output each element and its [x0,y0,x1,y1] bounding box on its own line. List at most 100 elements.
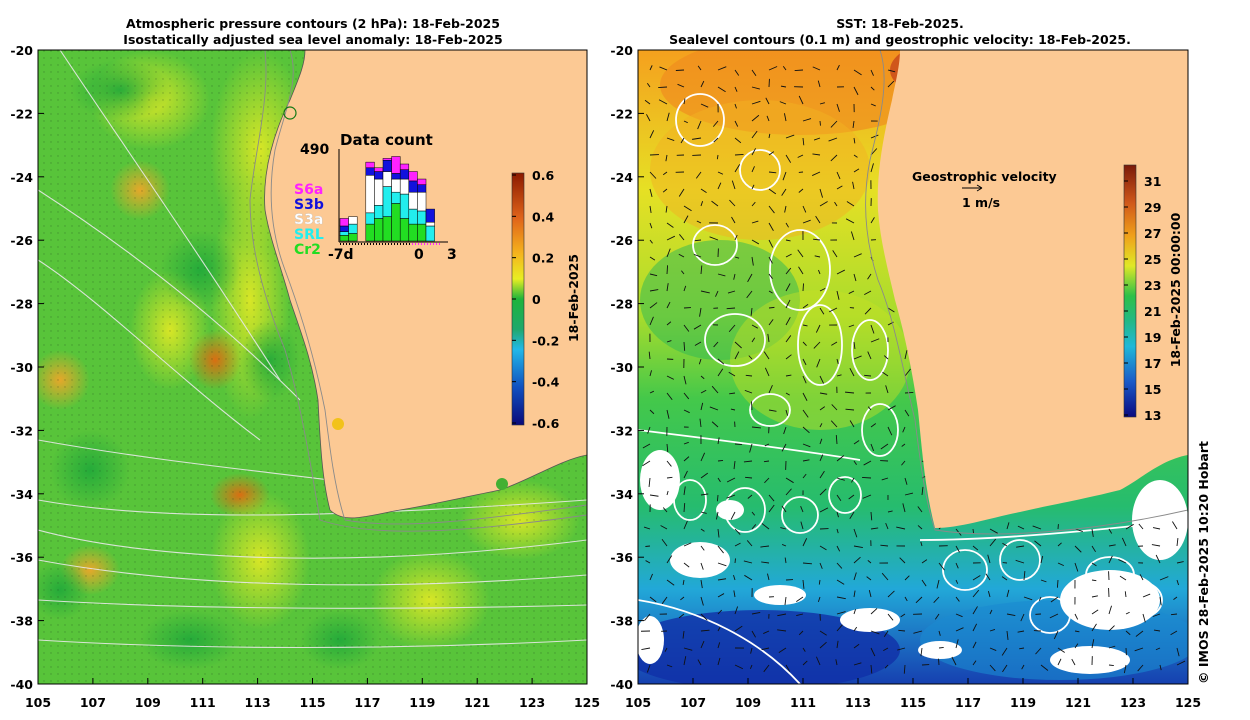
colorbar-tick-label: 21 [1144,304,1161,319]
left-lat-axis: -20 -22 -24 -26 -28 -30 -32 -34 -36 -38 -40 [10,43,44,692]
velocity-arrow [646,83,651,88]
inset-bar-segment [374,205,384,219]
velocity-arrow [903,664,906,674]
velocity-arrow [717,528,720,538]
velocity-arrow [768,205,775,214]
inset-bar-segment [365,223,375,242]
velocity-arrow [1057,542,1062,547]
velocity-arrow [648,477,651,487]
inset-bar-segment [374,171,384,180]
velocity-arrow [800,506,804,513]
velocity-arrow [883,630,889,638]
inset-bar-segment [425,208,435,223]
velocity-arrow [646,114,651,122]
inset-bar-segment [417,191,427,212]
velocity-arrow [734,528,741,535]
velocity-arrow [751,100,761,105]
velocity-arrow [699,418,702,428]
velocity-arrow [1019,647,1025,650]
velocity-arrow [917,506,923,513]
velocity-arrow [870,664,873,674]
lon-tick-label: 111 [190,695,216,710]
velocity-arrow [867,406,872,411]
velocity-arrow [1074,630,1080,633]
velocity-arrow [917,525,923,530]
velocity-arrow [846,201,855,207]
velocity-arrow [802,375,807,384]
left-title-line1: Atmospheric pressure contours (2 hPa): 1… [126,16,500,31]
inset-bar-segment [425,225,435,242]
velocity-arrow [853,137,856,144]
velocity-arrow [745,374,753,377]
velocity-arrow [717,368,724,377]
velocity-arrow [1032,525,1042,530]
velocity-arrow [697,120,702,130]
velocity-arrow [784,596,787,606]
colorbar-tick-label: 19 [1144,330,1161,345]
velocity-arrow [798,266,804,275]
velocity-arrow [819,188,823,198]
right-colorbar-label: 18-Feb-2025 00:00:00 [1168,212,1183,367]
velocity-arrow [700,629,710,632]
velocity-arrow [717,578,727,581]
velocity-arrow [938,647,944,649]
velocity-arrow [1155,554,1161,564]
velocity-arrow [768,319,774,326]
velocity-arrow [802,205,807,213]
velocity-arrow [666,265,669,275]
velocity-arrow [798,188,804,193]
velocity-arrow [666,460,672,467]
velocity-arrow [768,290,773,294]
velocity-arrow [819,201,828,207]
velocity-arrow [819,454,824,462]
velocity-arrow [816,656,821,666]
lat-tick-label: -40 [10,677,33,692]
velocity-arrow [845,408,855,411]
velocity-arrow [904,492,914,496]
velocity-arrow [836,624,843,632]
velocity-arrow [853,86,859,96]
velocity-arrow [761,647,770,651]
velocity-arrow [836,579,845,585]
velocity-arrow [764,367,770,377]
velocity-arrow [715,511,719,520]
velocity-arrow [867,351,872,360]
velocity-arrow [751,184,755,190]
velocity-arrow [782,65,787,71]
velocity-arrow [802,358,807,366]
velocity-arrow [768,256,773,264]
left-colorbar-label: 18-Feb-2025 [566,254,581,342]
colorbar-tick-label: 31 [1144,174,1161,189]
velocity-arrow [1108,625,1115,632]
velocity-arrow [819,102,825,105]
lat-tick-label: -40 [610,677,633,692]
velocity-arrow [734,120,739,127]
velocity-arrow [887,426,893,436]
velocity-label: Geostrophic velocity [912,169,1057,184]
velocity-arrow [711,421,719,428]
inset-bar-segment [391,156,401,174]
velocity-arrow [700,452,706,462]
velocity-arrow [645,560,651,564]
velocity-arrow [683,375,687,385]
velocity-arrow [938,562,945,571]
velocity-arrow [768,133,771,139]
velocity-arrow [1017,525,1025,530]
velocity-arrow [802,283,804,292]
velocity-arrow [751,239,760,245]
colorbar-tick-label: 17 [1144,356,1161,371]
velocity-arrow [716,154,719,160]
velocity-arrow [784,557,787,564]
velocity-arrow [768,504,775,513]
velocity-arrow [797,154,804,158]
velocity-arrow [852,181,855,190]
velocity-arrow [675,69,685,71]
velocity-arrow [682,630,685,639]
velocity-arrow [870,103,876,107]
velocity-arrow [700,596,704,606]
velocity-arrow [836,494,842,501]
velocity-arrow [717,545,724,554]
velocity-arrow [887,590,895,598]
velocity-arrow [1135,630,1144,637]
